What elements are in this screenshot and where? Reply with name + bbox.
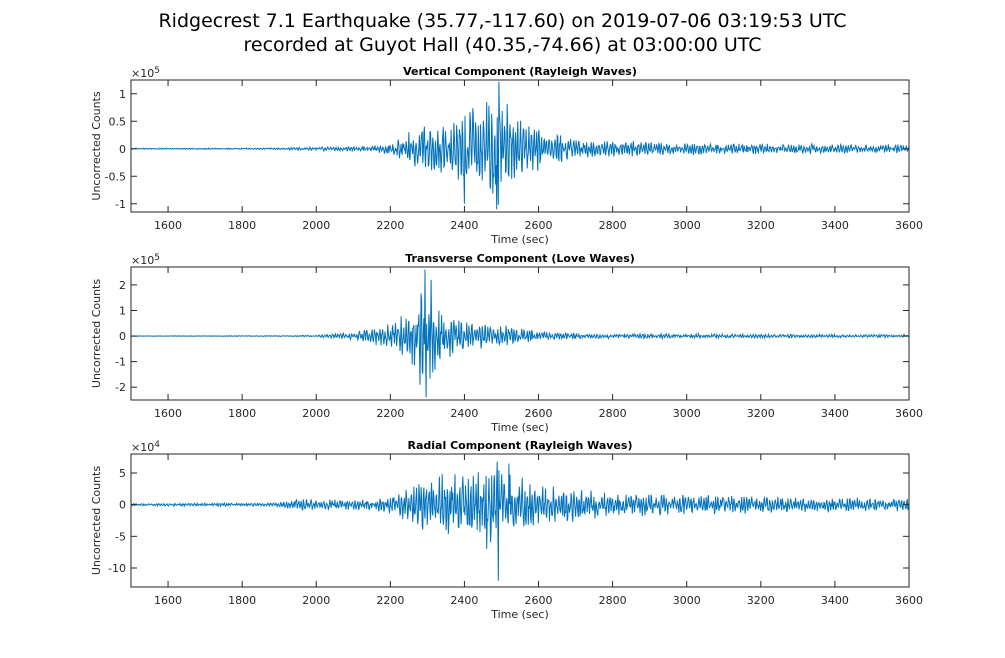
x-tick-label: 2600 <box>525 594 553 607</box>
x-tick-label: 3400 <box>821 594 849 607</box>
y-exponent-label: ×105 <box>131 253 160 267</box>
x-tick-label: 1800 <box>228 407 256 420</box>
y-axis-label: Uncorrected Counts <box>90 466 103 575</box>
y-axis-label: Uncorrected Counts <box>90 279 103 388</box>
y-tick-label: -10 <box>108 562 126 575</box>
figure-title-line1: Ridgecrest 7.1 Earthquake (35.77,-117.60… <box>158 10 847 32</box>
chart-panel-3: 1600 1800 2000 2200 2400 2600 2800 3000 3200 3400… <box>90 439 923 621</box>
x-axis-label: Time (sec) <box>490 233 549 246</box>
x-tick-label: 3000 <box>673 594 701 607</box>
x-axis-label: Time (sec) <box>490 608 549 621</box>
y-tick-label: 1 <box>119 88 126 101</box>
y-exponent-power: 4 <box>154 440 160 450</box>
x-tick-label: 3200 <box>747 407 775 420</box>
y-exponent-label: ×105 <box>131 66 160 80</box>
x-tick-label: 3600 <box>895 219 923 232</box>
x-tick-label: 1600 <box>154 407 182 420</box>
y-tick-label: 2 <box>119 279 126 292</box>
y-tick-label: -0.5 <box>105 170 126 183</box>
series-line <box>130 461 910 581</box>
x-tick-label: 2000 <box>302 219 330 232</box>
x-tick-label: 1800 <box>228 594 256 607</box>
x-tick-label: 2000 <box>302 594 330 607</box>
x-tick-label: 2400 <box>450 219 478 232</box>
x-tick-label: 1800 <box>228 219 256 232</box>
x-tick-label: 1600 <box>154 219 182 232</box>
x-tick-label: 2800 <box>599 219 627 232</box>
y-exponent-label: ×104 <box>131 440 160 454</box>
y-tick-label: -5 <box>115 530 126 543</box>
x-tick-label: 3600 <box>895 594 923 607</box>
x-tick-label: 3400 <box>821 407 849 420</box>
y-tick-label: 1 <box>119 304 126 317</box>
chart-panel-2: 1600 1800 2000 2200 2400 2600 2800 3000 3200 3400… <box>90 252 923 434</box>
chart-title: Transverse Component (Love Waves) <box>405 252 635 265</box>
x-tick-label: 2400 <box>450 407 478 420</box>
x-tick-label: 3200 <box>747 219 775 232</box>
x-tick-label: 3200 <box>747 594 775 607</box>
figure-title-line2: recorded at Guyot Hall (40.35,-74.66) at… <box>243 34 762 56</box>
x-tick-label: 3400 <box>821 219 849 232</box>
y-tick-label: 0.5 <box>109 115 127 128</box>
axes-box <box>130 79 910 213</box>
y-axis-label: Uncorrected Counts <box>90 91 103 200</box>
x-tick-label: 2400 <box>450 594 478 607</box>
x-tick-label: 2200 <box>376 594 404 607</box>
y-tick-label: 0 <box>119 143 126 156</box>
x-tick-label: 2000 <box>302 407 330 420</box>
y-tick-label: 0 <box>119 499 126 512</box>
y-tick-label: 0 <box>119 330 126 343</box>
y-exponent-power: 5 <box>154 66 160 76</box>
y-exponent-power: 5 <box>154 253 160 263</box>
chart-panel-1: 1600 1800 2000 2200 2400 2600 2800 3000 3200 3400… <box>90 65 923 246</box>
chart-title: Vertical Component (Rayleigh Waves) <box>403 65 637 78</box>
x-tick-label: 2600 <box>525 219 553 232</box>
x-axis-label: Time (sec) <box>490 421 549 434</box>
x-tick-label: 2200 <box>376 219 404 232</box>
axes-box <box>130 453 910 588</box>
x-tick-label: 2600 <box>525 407 553 420</box>
x-tick-label: 2800 <box>599 594 627 607</box>
series-line <box>130 269 910 398</box>
y-tick-label: -1 <box>115 356 126 369</box>
x-tick-label: 3000 <box>673 219 701 232</box>
y-tick-label: 5 <box>119 467 126 480</box>
y-tick-label: -2 <box>115 381 126 394</box>
axes-box <box>130 266 910 401</box>
y-tick-label: -1 <box>115 198 126 211</box>
x-tick-label: 3600 <box>895 407 923 420</box>
x-tick-label: 1600 <box>154 594 182 607</box>
x-tick-label: 2200 <box>376 407 404 420</box>
chart-title: Radial Component (Rayleigh Waves) <box>408 439 633 452</box>
x-tick-label: 2800 <box>599 407 627 420</box>
x-tick-label: 3000 <box>673 407 701 420</box>
series-line <box>130 81 910 210</box>
